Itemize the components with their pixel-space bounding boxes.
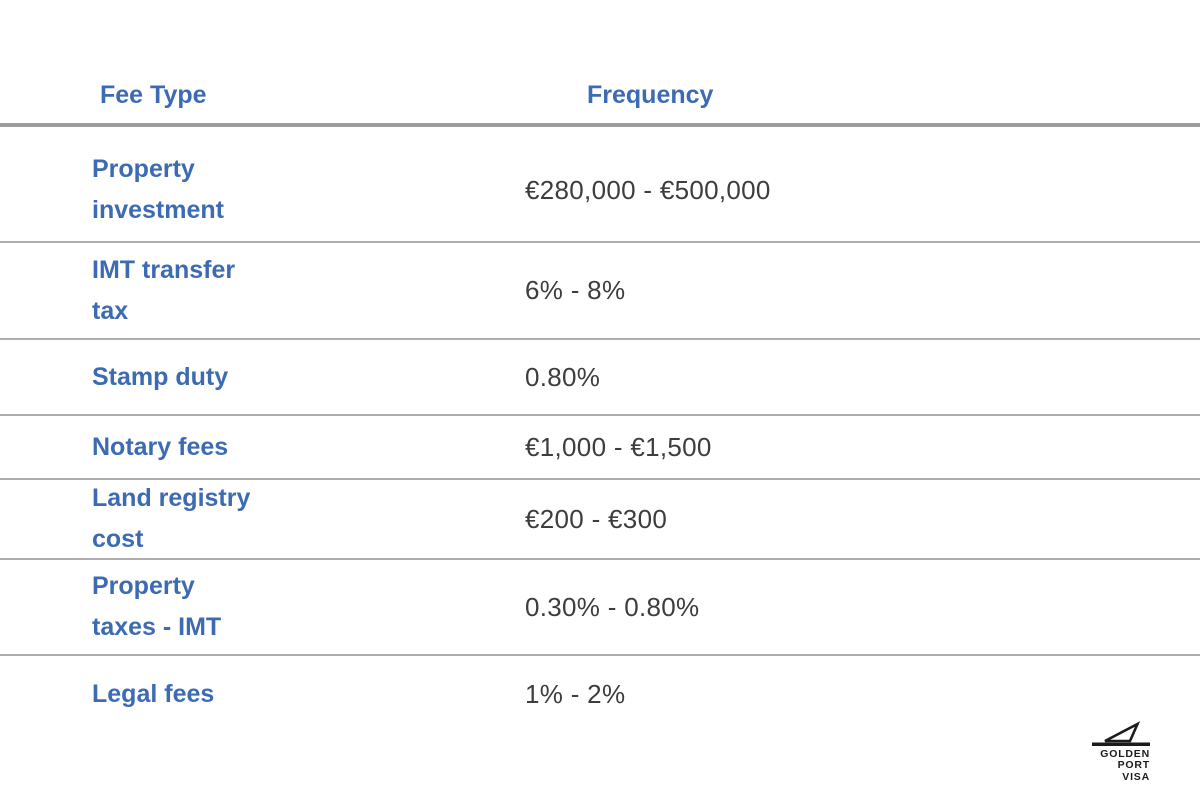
sail-over-waterline-icon <box>1092 720 1150 747</box>
frequency-cell: €1,000 - €1,500 <box>525 431 712 462</box>
table-row: Property taxes - IMT 0.30% - 0.80% <box>0 560 1200 656</box>
column-header-fee-type: Fee Type <box>100 81 207 109</box>
column-header-frequency: Frequency <box>587 81 714 109</box>
frequency-cell: 0.30% - 0.80% <box>525 591 700 622</box>
table-row: Stamp duty 0.80% <box>0 340 1200 416</box>
table-row: Land registry cost €200 - €300 <box>0 480 1200 560</box>
frequency-cell: €280,000 - €500,000 <box>525 174 771 205</box>
table-row: Notary fees €1,000 - €1,500 <box>0 416 1200 480</box>
fee-type-cell: Notary fees <box>92 432 229 461</box>
logo-text-golden: GOLDEN <box>1100 747 1150 760</box>
table-header-row: Fee Type Frequency <box>0 0 1200 127</box>
fee-type-cell: IMT transfer tax <box>92 255 236 325</box>
fee-type-cell: Property taxes - IMT <box>92 572 222 641</box>
fee-type-cell: Legal fees <box>92 679 215 708</box>
logo-text-port: PORT <box>1117 759 1150 771</box>
frequency-cell: 6% - 8% <box>525 275 626 305</box>
table-row: Legal fees 1% - 2% <box>0 656 1200 732</box>
frequency-cell: 0.80% <box>525 361 601 392</box>
logo-text-visa: VISA <box>1122 770 1150 783</box>
frequency-cell: €200 - €300 <box>525 503 668 534</box>
golden-port-visa-logo: GOLDEN PORT VISA <box>1092 720 1150 784</box>
fee-type-cell: Stamp duty <box>92 362 229 391</box>
fee-type-cell: Land registry cost <box>92 484 251 553</box>
fee-type-cell: Property investment <box>92 155 224 224</box>
frequency-cell: 1% - 2% <box>525 678 626 709</box>
table-row: IMT transfer tax 6% - 8% <box>0 243 1200 340</box>
table-row: Property investment €280,000 - €500,000 <box>0 127 1200 243</box>
